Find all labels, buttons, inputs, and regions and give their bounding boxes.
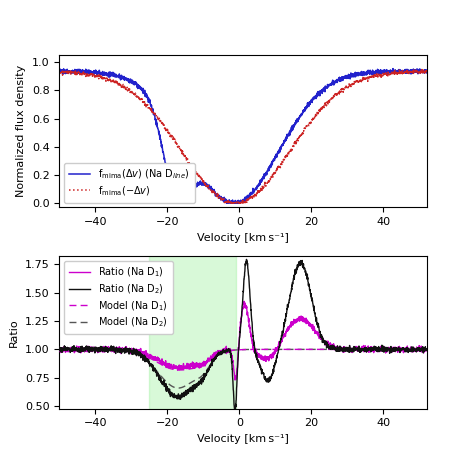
Legend: Ratio (Na D$_1$), Ratio (Na D$_2$), Model (Na D$_1$), Model (Na D$_2$): Ratio (Na D$_1$), Ratio (Na D$_2$), Mode… bbox=[64, 261, 173, 334]
f$_{\rm mima}$($-\Delta v$) bbox=[413, 68, 419, 74]
Y-axis label: Normalized flux density: Normalized flux density bbox=[16, 65, 26, 197]
f$_{\rm mima}$($\Delta v$) (Na D$_{\it line}$) bbox=[390, 66, 396, 71]
f$_{\rm mima}$($\Delta v$) (Na D$_{\it line}$) bbox=[173, 201, 179, 206]
Ratio (Na D$_2$) bbox=[225, 347, 231, 353]
Model (Na D$_1$) bbox=[346, 347, 352, 352]
Ratio (Na D$_2$) bbox=[75, 347, 81, 353]
f$_{\rm mima}$($-\Delta v$) bbox=[346, 84, 352, 90]
Ratio (Na D$_1$) bbox=[413, 347, 419, 353]
Model (Na D$_1$) bbox=[235, 347, 241, 353]
Model (Na D$_1$) bbox=[413, 347, 419, 352]
f$_{\rm mima}$($\Delta v$) (Na D$_{\it line}$) bbox=[235, 198, 241, 204]
f$_{\rm mima}$($\Delta v$) (Na D$_{\it line}$) bbox=[346, 73, 352, 78]
Ratio (Na D$_2$) bbox=[413, 349, 419, 355]
Model (Na D$_2$) bbox=[56, 347, 62, 352]
Ratio (Na D$_1$) bbox=[56, 346, 62, 351]
Ratio (Na D$_1$) bbox=[232, 377, 238, 383]
Model (Na D$_1$) bbox=[56, 347, 62, 352]
Ratio (Na D$_1$) bbox=[346, 347, 352, 353]
Model (Na D$_1$) bbox=[358, 347, 364, 352]
Model (Na D$_2$) bbox=[235, 347, 241, 353]
Y-axis label: Ratio: Ratio bbox=[9, 318, 19, 347]
Model (Na D$_2$) bbox=[424, 347, 429, 352]
f$_{\rm mima}$($\Delta v$) (Na D$_{\it line}$) bbox=[413, 68, 419, 73]
f$_{\rm mima}$($\Delta v$) (Na D$_{\it line}$) bbox=[424, 70, 429, 76]
Ratio (Na D$_1$) bbox=[235, 350, 241, 355]
Ratio (Na D$_1$) bbox=[424, 346, 429, 352]
Model (Na D$_1$) bbox=[424, 347, 429, 352]
Ratio (Na D$_2$) bbox=[235, 357, 241, 363]
f$_{\rm mima}$($-\Delta v$) bbox=[227, 201, 232, 206]
Line: f$_{\rm mima}$($\Delta v$) (Na D$_{\it line}$): f$_{\rm mima}$($\Delta v$) (Na D$_{\it l… bbox=[59, 68, 427, 203]
Line: Model (Na D$_1$): Model (Na D$_1$) bbox=[59, 349, 427, 370]
f$_{\rm mima}$($-\Delta v$) bbox=[424, 70, 429, 75]
f$_{\rm mima}$($-\Delta v$) bbox=[225, 198, 231, 203]
f$_{\rm mima}$($\Delta v$) (Na D$_{\it line}$) bbox=[413, 69, 419, 74]
f$_{\rm mima}$($-\Delta v$) bbox=[235, 201, 241, 206]
Ratio (Na D$_2$) bbox=[232, 409, 238, 414]
Line: Ratio (Na D$_1$): Ratio (Na D$_1$) bbox=[59, 302, 427, 380]
f$_{\rm mima}$($\Delta v$) (Na D$_{\it line}$) bbox=[56, 67, 62, 72]
Ratio (Na D$_2$) bbox=[56, 344, 62, 349]
f$_{\rm mima}$($\Delta v$) (Na D$_{\it line}$) bbox=[226, 201, 231, 206]
Ratio (Na D$_2$) bbox=[244, 257, 249, 262]
f$_{\rm mima}$($-\Delta v$) bbox=[413, 70, 419, 75]
Line: Model (Na D$_2$): Model (Na D$_2$) bbox=[59, 349, 427, 388]
Model (Na D$_2$) bbox=[75, 347, 81, 352]
f$_{\rm mima}$($\Delta v$) (Na D$_{\it line}$) bbox=[75, 70, 81, 76]
Ratio (Na D$_1$) bbox=[225, 350, 231, 355]
Model (Na D$_2$) bbox=[413, 347, 419, 352]
f$_{\rm mima}$($-\Delta v$) bbox=[75, 70, 81, 76]
Ratio (Na D$_1$) bbox=[75, 348, 81, 354]
X-axis label: Velocity [km s⁻¹]: Velocity [km s⁻¹] bbox=[197, 233, 289, 243]
Line: Ratio (Na D$_2$): Ratio (Na D$_2$) bbox=[59, 259, 427, 411]
Ratio (Na D$_1$) bbox=[413, 346, 419, 352]
f$_{\rm mima}$($-\Delta v$) bbox=[56, 71, 62, 76]
Model (Na D$_1$) bbox=[176, 367, 182, 373]
Model (Na D$_1$) bbox=[226, 348, 231, 353]
X-axis label: Velocity [km s⁻¹]: Velocity [km s⁻¹] bbox=[197, 434, 289, 444]
Model (Na D$_1$) bbox=[413, 347, 419, 352]
Ratio (Na D$_2$) bbox=[346, 345, 352, 350]
f$_{\rm mima}$($-\Delta v$) bbox=[419, 67, 425, 73]
Model (Na D$_1$) bbox=[75, 347, 81, 352]
Model (Na D$_2$) bbox=[226, 348, 231, 354]
Model (Na D$_2$) bbox=[346, 347, 352, 352]
Model (Na D$_2$) bbox=[413, 347, 419, 352]
Model (Na D$_2$) bbox=[344, 347, 350, 352]
Ratio (Na D$_1$) bbox=[241, 299, 247, 304]
Model (Na D$_2$) bbox=[175, 385, 181, 391]
Ratio (Na D$_2$) bbox=[413, 347, 419, 352]
Line: f$_{\rm mima}$($-\Delta v$): f$_{\rm mima}$($-\Delta v$) bbox=[59, 70, 427, 203]
Bar bbox=[149, 256, 236, 409]
Ratio (Na D$_2$) bbox=[424, 347, 429, 352]
Legend: f$_{\rm mima}$($\Delta v$) (Na D$_{\it line}$), f$_{\rm mima}$($-\Delta v$): f$_{\rm mima}$($\Delta v$) (Na D$_{\it l… bbox=[64, 163, 195, 202]
